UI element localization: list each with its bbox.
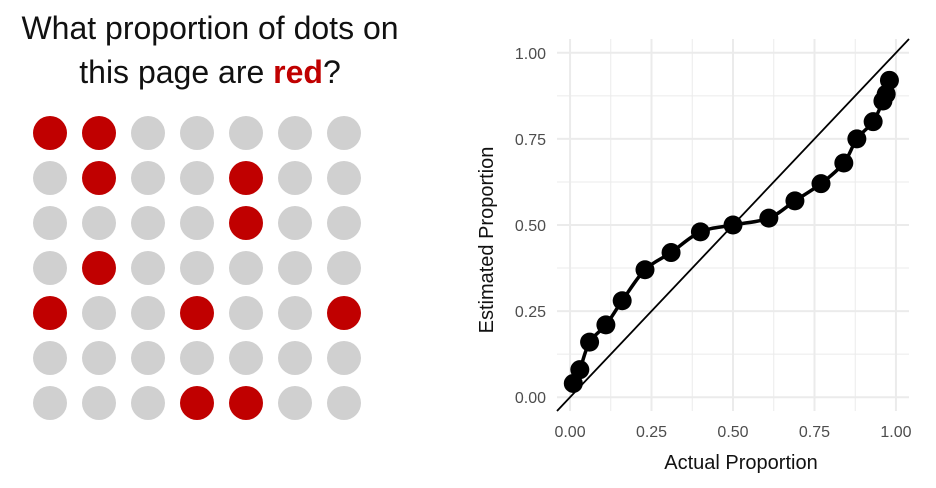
red-dot: [180, 296, 214, 330]
gray-dot: [33, 206, 67, 240]
gray-dot: [33, 251, 67, 285]
gray-dot: [278, 161, 312, 195]
data-point: [723, 215, 743, 235]
red-dot: [180, 386, 214, 420]
gray-dot: [327, 386, 361, 420]
gray-dot: [278, 296, 312, 330]
red-dot: [33, 296, 67, 330]
gray-dot: [82, 386, 116, 420]
question-title: What proportion of dots on this page are…: [0, 6, 420, 94]
tick-labels: 0.00 0.25 0.50 0.75 1.00 0.00 0.25 0.50 0.75 1.00: [515, 46, 912, 441]
dot-grid: [33, 116, 361, 420]
gray-dot: [131, 116, 165, 150]
gray-dot: [229, 251, 263, 285]
x-tick-label: 0.75: [799, 424, 830, 441]
gray-dot: [229, 341, 263, 375]
red-dot: [82, 161, 116, 195]
y-tick-label: 0.75: [515, 132, 546, 149]
data-point: [811, 174, 831, 194]
red-dot: [327, 296, 361, 330]
gray-dot: [327, 116, 361, 150]
gray-dot: [278, 341, 312, 375]
gray-dot: [82, 296, 116, 330]
gray-dot: [131, 161, 165, 195]
gray-dot: [229, 116, 263, 150]
data-point: [690, 222, 710, 242]
question-line-1: What proportion of dots on: [21, 10, 399, 46]
data-series: [563, 70, 899, 393]
gray-dot: [278, 386, 312, 420]
gray-dot: [180, 206, 214, 240]
x-tick-label: 1.00: [880, 424, 911, 441]
gray-dot: [131, 386, 165, 420]
red-dot: [229, 386, 263, 420]
red-dot: [82, 116, 116, 150]
y-tick-label: 0.50: [515, 218, 546, 235]
gray-dot: [278, 206, 312, 240]
gray-dot: [327, 251, 361, 285]
x-tick-label: 0.00: [554, 424, 585, 441]
y-tick-label: 1.00: [515, 46, 546, 63]
y-tick-label: 0.00: [515, 390, 546, 407]
gray-dot: [278, 251, 312, 285]
gray-dot: [180, 251, 214, 285]
y-tick-label: 0.25: [515, 304, 546, 321]
red-dot: [229, 206, 263, 240]
gray-dot: [327, 341, 361, 375]
gray-dot: [82, 206, 116, 240]
gray-dot: [229, 296, 263, 330]
gray-dot: [33, 341, 67, 375]
data-point: [834, 153, 854, 173]
gray-dot: [327, 206, 361, 240]
x-axis-title: Actual Proportion: [664, 452, 817, 474]
gray-dot: [131, 206, 165, 240]
red-dot: [33, 116, 67, 150]
gray-dot: [131, 341, 165, 375]
data-point: [759, 208, 779, 228]
data-point: [580, 332, 600, 352]
gray-dot: [33, 386, 67, 420]
data-point: [847, 129, 867, 149]
x-tick-label: 0.50: [717, 424, 748, 441]
question-line-2: this page are red?: [0, 50, 420, 94]
data-point: [596, 315, 616, 335]
red-dot: [82, 251, 116, 285]
gray-dot: [131, 296, 165, 330]
gray-dot: [131, 251, 165, 285]
gray-dot: [278, 116, 312, 150]
gray-dot: [327, 161, 361, 195]
red-dot: [229, 161, 263, 195]
data-point: [635, 260, 655, 280]
data-point: [879, 70, 899, 90]
gray-dot: [180, 116, 214, 150]
data-point: [661, 243, 681, 263]
y-axis-title: Estimated Proportion: [476, 147, 498, 334]
question-line-2-end: ?: [322, 54, 341, 90]
question-line-2-start: this page are: [79, 54, 274, 90]
data-point: [785, 191, 805, 211]
x-tick-label: 0.25: [636, 424, 667, 441]
gray-dot: [33, 161, 67, 195]
gray-dot: [82, 341, 116, 375]
data-point: [612, 291, 632, 311]
data-point: [863, 112, 883, 132]
data-point: [570, 360, 590, 380]
gray-dot: [180, 341, 214, 375]
gray-dot: [180, 161, 214, 195]
question-red-word: red: [273, 54, 323, 90]
